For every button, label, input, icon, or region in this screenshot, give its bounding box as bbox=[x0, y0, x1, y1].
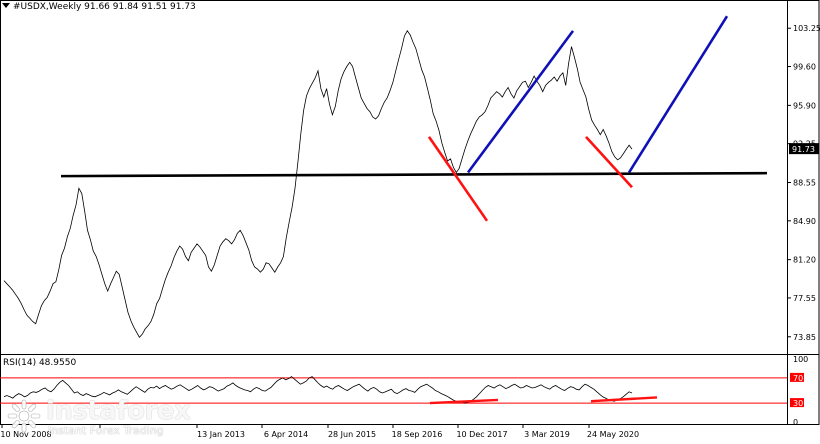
price-series-line bbox=[3, 30, 633, 338]
blue-trend-line-left bbox=[466, 30, 575, 174]
rsi-red-line-left bbox=[429, 398, 499, 405]
x-axis-tick-label: 6 Apr 2014 bbox=[264, 430, 308, 439]
last-price-tag: 91.73 bbox=[792, 145, 815, 154]
symbol-header-text: #USDX,Weekly 91.66 91.84 91.51 91.73 bbox=[13, 2, 196, 12]
rsi-series-line bbox=[3, 376, 633, 404]
rsi-axis-tick-label: 70 bbox=[793, 374, 803, 383]
red-line-left bbox=[427, 136, 489, 222]
price-axis-tick-label: 103.25 bbox=[793, 24, 820, 33]
red-line-right bbox=[585, 135, 633, 189]
rsi-band-tag-bg bbox=[790, 398, 804, 408]
price-axis-tick-label: 81.20 bbox=[793, 256, 816, 265]
price-axis-tick-label: 73.85 bbox=[793, 333, 816, 342]
rsi-red-line-right bbox=[590, 396, 658, 403]
x-axis-tick-label: 10 Nov 2008 bbox=[0, 430, 51, 439]
last-price-tag-bg bbox=[789, 143, 819, 155]
instaforex-logo-icon bbox=[7, 399, 41, 433]
price-axis-tick-label: 84.90 bbox=[793, 217, 816, 226]
rsi-band-tag-bg bbox=[790, 372, 804, 382]
rsi-axis-tick-label: 30 bbox=[793, 399, 803, 408]
price-axis-tick-label: 95.90 bbox=[793, 101, 816, 110]
dropdown-triangle-icon[interactable] bbox=[2, 3, 10, 8]
price-frame bbox=[0, 0, 820, 425]
watermark-brand: instaforex bbox=[46, 396, 191, 426]
x-axis-tick-label: 3 Mar 2019 bbox=[524, 430, 570, 439]
x-axis-tick-label: 18 Sep 2016 bbox=[392, 430, 443, 439]
blue-trend-line-right bbox=[627, 15, 729, 174]
support-line bbox=[60, 171, 768, 178]
price-axis-tick-label: 88.55 bbox=[793, 179, 816, 188]
x-axis-tick-label: 13 Jan 2013 bbox=[197, 430, 245, 439]
x-axis-tick-label: 24 May 2020 bbox=[587, 430, 639, 439]
instaforex-watermark: instaforex Instant Forex Trading bbox=[2, 396, 192, 438]
symbol-header: #USDX,Weekly 91.66 91.84 91.51 91.73 bbox=[2, 2, 196, 12]
rsi-header: RSI(14) 48.9550 bbox=[3, 358, 77, 368]
watermark-tagline: Instant Forex Trading bbox=[48, 424, 164, 437]
price-axis-tick-label: 77.55 bbox=[793, 294, 816, 303]
x-axis-tick-label: 28 Jun 2015 bbox=[328, 430, 376, 439]
rsi-axis-tick-label: 100 bbox=[793, 355, 808, 364]
rsi-axis-tick-label: 0 bbox=[793, 418, 798, 427]
price-axis-tick-label: 99.60 bbox=[793, 63, 816, 72]
x-axis-tick-label: 10 Dec 2017 bbox=[456, 430, 507, 439]
